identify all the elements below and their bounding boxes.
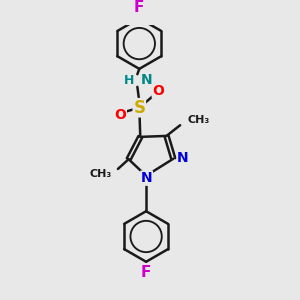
Text: CH₃: CH₃ <box>188 116 210 125</box>
Text: F: F <box>134 0 145 15</box>
Text: F: F <box>141 265 151 280</box>
Text: CH₃: CH₃ <box>90 169 112 179</box>
Text: N: N <box>141 171 152 185</box>
Text: O: O <box>152 84 164 98</box>
Text: N: N <box>177 151 189 165</box>
Text: O: O <box>114 108 126 122</box>
Text: S: S <box>133 99 145 117</box>
Text: H: H <box>123 74 134 86</box>
Text: N: N <box>140 73 152 87</box>
